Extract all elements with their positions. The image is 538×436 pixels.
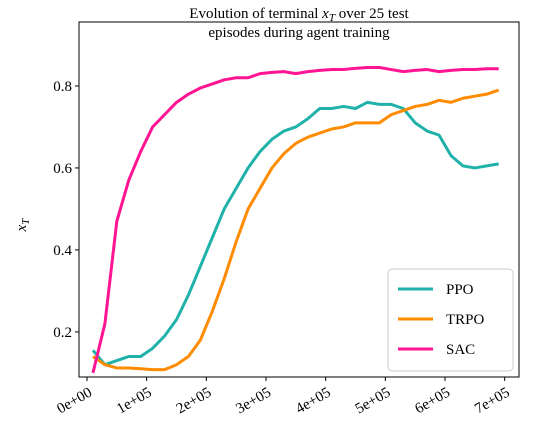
legend-box [387,268,514,372]
ylabel-var: x [14,224,30,232]
x-tick-label: 2e+05 [174,385,215,418]
x-tick-label: 3e+05 [233,385,274,418]
y-axis-label: xT [14,218,32,233]
title-sub: T [329,12,336,24]
series-line [91,100,499,367]
series-line [91,66,499,374]
plot-frame [78,21,520,378]
chart-title: Evolution of terminal xT over 25 test [189,6,409,24]
y-tick-label: 0.8 [53,79,72,95]
legend-label: SAC [446,342,475,358]
title-text: Evolution of terminal [189,6,322,22]
legend-label: PPO [446,282,474,298]
x-tick-label: 4e+05 [293,385,334,418]
y-tick-label: 0.4 [53,243,72,259]
y-tick-label: 0.6 [53,161,72,177]
x-tick-label: 7e+05 [472,385,513,418]
chart-title: episodes during agent training [208,25,390,41]
title-var: x [321,6,329,22]
x-tick-label: 0e+00 [54,385,95,418]
x-tick-label: 5e+05 [353,385,394,418]
ylabel-sub: T [20,218,32,225]
y-tick-label: 0.2 [53,325,72,341]
x-tick-label: 6e+05 [412,385,453,418]
legend-label: TRPO [446,312,485,328]
x-tick-label: 1e+05 [114,385,155,418]
series-line [92,88,500,372]
title-text: over 25 test [335,6,410,22]
